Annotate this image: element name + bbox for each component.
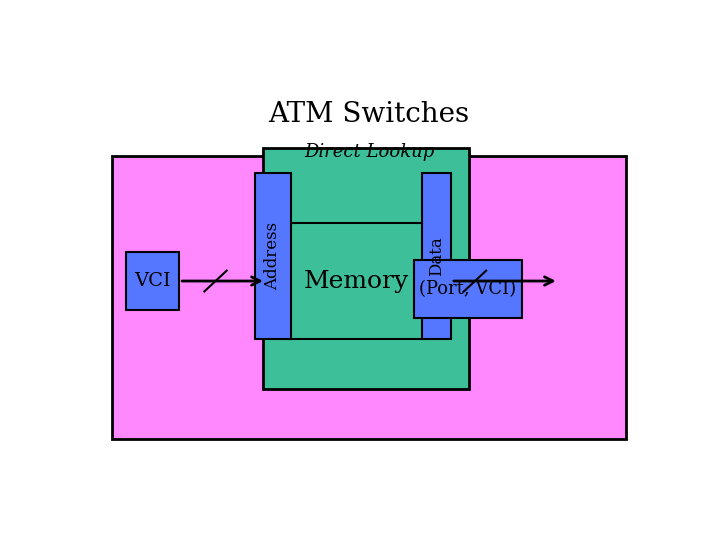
Text: (Port, VCI): (Port, VCI) bbox=[420, 280, 517, 298]
Bar bbox=[422, 173, 451, 339]
Text: Address: Address bbox=[264, 222, 282, 290]
Bar bbox=[413, 260, 523, 319]
Text: Direct Lookup: Direct Lookup bbox=[304, 143, 434, 161]
Text: VCI: VCI bbox=[135, 272, 171, 290]
Text: Data: Data bbox=[428, 236, 445, 276]
Bar bbox=[288, 223, 425, 339]
Bar bbox=[255, 173, 291, 339]
Text: ATM Switches: ATM Switches bbox=[269, 101, 469, 128]
Bar bbox=[263, 148, 469, 389]
Bar bbox=[126, 252, 179, 310]
Text: Memory: Memory bbox=[304, 269, 409, 293]
Bar bbox=[112, 156, 626, 439]
